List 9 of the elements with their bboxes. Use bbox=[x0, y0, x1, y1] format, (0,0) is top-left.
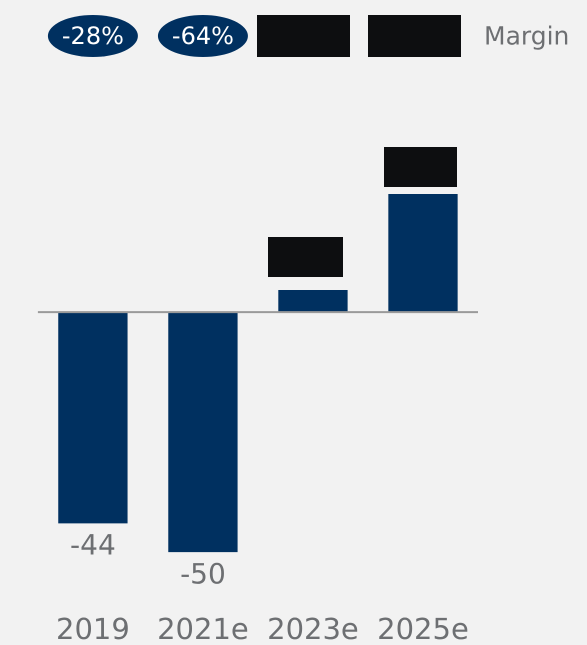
text: Margin bbox=[484, 22, 570, 50]
text: -64% bbox=[172, 22, 234, 50]
x-tick-label: 2025e bbox=[377, 612, 469, 645]
x-tick-label: 2019 bbox=[56, 612, 130, 645]
x-tick-label: 2023e bbox=[267, 612, 359, 645]
data-label: -50 bbox=[180, 557, 226, 590]
text: -28% bbox=[62, 22, 124, 50]
data-label: -44 bbox=[70, 528, 116, 562]
x-tick-label: 2021e bbox=[157, 612, 249, 645]
